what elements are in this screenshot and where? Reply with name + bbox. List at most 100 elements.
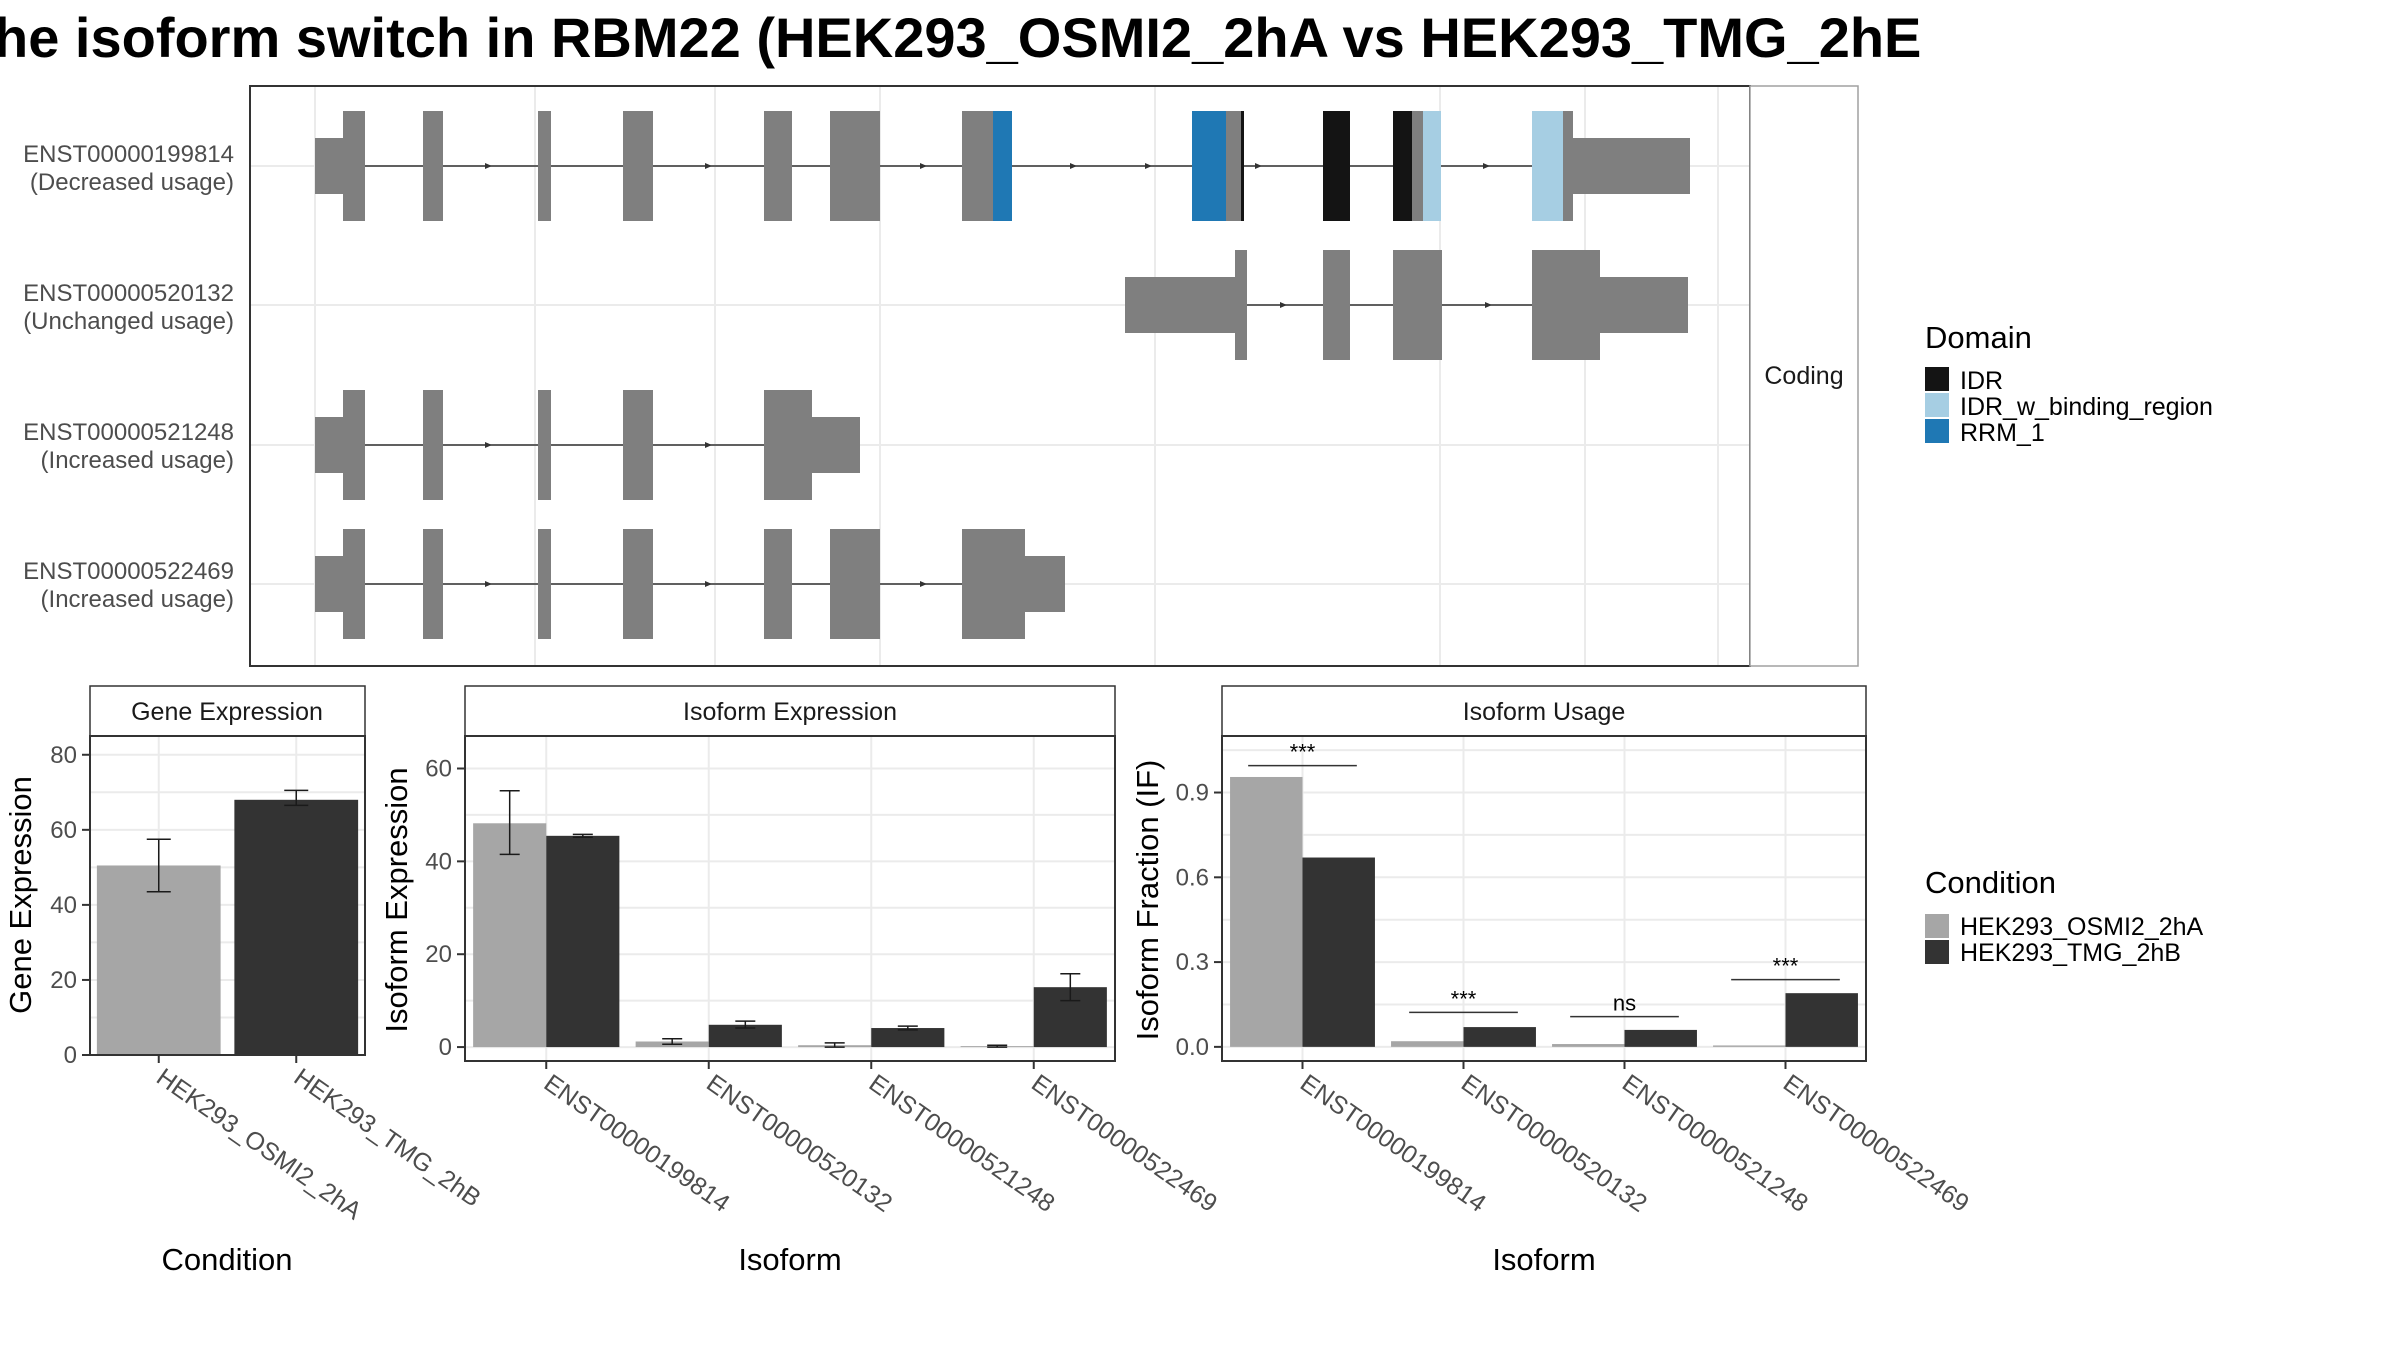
isoform-usage-x-axis-title: Isoform [1492,1242,1595,1277]
isoform-expression-y-ticks: 0 20 40 60 [425,756,465,1061]
isoform-usage-x-ticks: ENST00000199814ENST00000520132ENST000005… [1295,1061,1974,1218]
exon-block [1598,277,1688,333]
exon-block [538,111,551,221]
legend-key-idr [1925,367,1949,391]
exon-block [538,390,551,500]
exon-block [1241,111,1244,221]
intron-direction-arrow [1280,302,1287,308]
bar [708,1024,782,1048]
isoform-expression-x-axis-title: Isoform [738,1242,841,1277]
bar [546,835,620,1048]
transcript-label-id: ENST00000522469 [23,558,234,585]
exon-block [962,529,1025,639]
y-tick-label: 20 [425,941,452,968]
domain-legend: Domain IDR IDR_w_binding_region RRM_1 [1925,320,2213,447]
isoform-usage-y-axis-title: Isoform Fraction (IF) [1130,760,1165,1041]
facet-label-coding: Coding [1764,362,1843,390]
isoform-usage-y-ticks: 0.0 0.3 0.6 0.9 [1176,780,1222,1061]
y-tick-label: 40 [425,848,452,875]
facet-strip-coding [1749,85,1859,667]
exon-block [1125,277,1242,333]
bar [1302,857,1375,1047]
intron-direction-arrow [1485,302,1492,308]
exon-block [343,529,365,639]
transcript-label-usage: (Unchanged usage) [23,308,234,335]
exon-block [993,111,1012,221]
significance-label: *** [1290,740,1316,765]
y-tick-label: 0.3 [1176,949,1209,976]
significance-label: ns [1613,991,1636,1016]
y-tick-label: 0.9 [1176,780,1209,807]
exon-block [1423,111,1441,221]
exon-block [1192,111,1226,221]
isoform-expression-y-axis-title: Isoform Expression [379,767,414,1032]
condition-legend-title: Condition [1925,865,2056,900]
exon-block [1532,111,1563,221]
exon-block [423,390,443,500]
isoform-usage-bars: *** *** ns *** [1230,740,1858,1047]
isoform-usage-strip-title: Isoform Usage [1463,698,1626,726]
y-tick-label: 20 [50,967,77,994]
condition-legend: Condition HEK293_OSMI2_2hA HEK293_TMG_2h… [1925,865,2204,967]
bar [1463,1027,1536,1047]
y-tick-label: 40 [50,892,77,919]
exon-block [764,529,792,639]
exon-block [1023,556,1065,612]
intron-direction-arrow [1145,163,1152,169]
intron-direction-arrow [705,581,712,587]
intron-direction-arrow [1255,163,1262,169]
bar [96,865,221,1055]
transcript-label-usage: (Increased usage) [41,447,234,474]
legend-key-rrm1 [1925,419,1949,443]
exon-block [764,111,792,221]
domain-legend-title: Domain [1925,320,2032,355]
y-tick-label: 0 [439,1034,452,1061]
exon-block [623,111,653,221]
isoform-expression-panel: Isoform Expression 0 20 40 60 ENST000001998… [379,685,1222,1277]
isoform-usage-panel: Isoform Usage *** *** ns *** 0.0 0.3 0.6 0.9 E… [1130,685,1974,1277]
exon-block [1570,138,1690,194]
intron-direction-arrow [705,163,712,169]
exon-block [1393,111,1412,221]
y-tick-label: 80 [50,742,77,769]
y-tick-label: 60 [50,817,77,844]
transcript-label-usage: (Decreased usage) [30,169,234,196]
exon-block [623,529,653,639]
isoform-expression-bars [473,790,1107,1048]
intron-direction-arrow [1483,163,1490,169]
intron-direction-arrow [485,163,492,169]
intron-direction-arrow [485,442,492,448]
bar [1391,1041,1464,1047]
legend-label-osmi2: HEK293_OSMI2_2hA [1960,913,2204,941]
bar [1552,1044,1625,1047]
gene-expression-plot-border [89,735,366,1056]
isoform-expression-plot-border [464,735,1116,1062]
legend-label-tmg: HEK293_TMG_2hB [1960,939,2181,967]
intron-direction-arrow [920,163,927,169]
exon-block [343,111,365,221]
isoform-expression-strip-title: Isoform Expression [683,698,897,726]
intron-direction-arrow [920,581,927,587]
gene-expression-strip-title: Gene Expression [131,698,323,726]
transcript-label-usage: (Increased usage) [41,586,234,613]
gene-expression-y-ticks: 0 20 40 60 80 [50,742,90,1069]
y-tick-label: 60 [425,756,452,783]
isoform-usage-plot-border [1221,735,1867,1062]
exon-block [1235,250,1247,360]
exon-block [764,390,812,500]
exon-block [1532,250,1600,360]
significance-label: *** [1773,954,1799,979]
exon-block [623,390,653,500]
intron-direction-arrow [1070,163,1077,169]
y-tick-label: 0.6 [1176,864,1209,891]
transcript-label-id: ENST00000521248 [23,419,234,446]
bar [234,799,359,1055]
y-tick-label: 0 [64,1042,77,1069]
isoform-expression-x-ticks: ENST00000199814ENST00000520132ENST000005… [539,1061,1222,1218]
intron-direction-arrow [485,581,492,587]
gene-expression-x-axis-title: Condition [162,1242,293,1277]
transcript-label-id: ENST00000520132 [23,280,234,307]
exon-block [423,529,443,639]
